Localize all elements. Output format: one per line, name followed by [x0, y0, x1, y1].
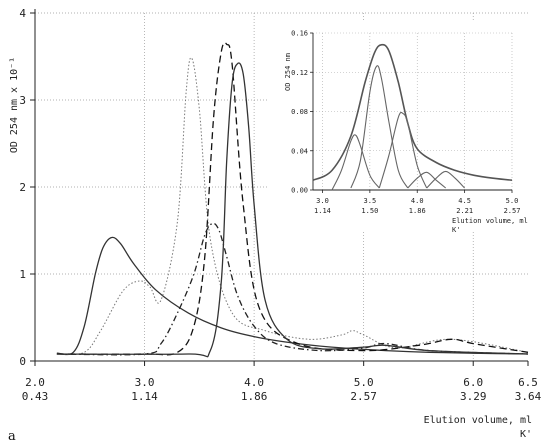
inset-x-tick-label: 4.5	[458, 197, 471, 205]
main-x-tick-label: 5.0	[354, 376, 374, 389]
inset-y-tick-label: 0.16	[291, 30, 308, 38]
inset-chart: 0.00 0.04 0.08 0.12 0.16 3.0 1.14 3.5 1.50 4.0 1.8…	[268, 20, 530, 234]
main-x-tick-label-k: 1.14	[131, 390, 158, 403]
inset-x-tick-label-k: 2.57	[504, 207, 521, 215]
main-x-tick-label: 4.0	[244, 376, 264, 389]
inset-y-tick-label: 0.04	[291, 147, 308, 155]
main-y-tick-label: 4	[19, 7, 26, 20]
inset-y-tick-label: 0.12	[291, 69, 308, 77]
inset-background	[268, 20, 530, 232]
main-x-axis-label: Elution volume, ml	[424, 415, 532, 426]
main-x-tick-label-k: 3.64	[515, 390, 542, 403]
main-y-tick-label: 2	[19, 181, 26, 194]
inset-y-tick-label: 0.08	[291, 108, 308, 116]
main-x-tick-label: 2.0	[25, 376, 45, 389]
main-series-line-4	[56, 222, 529, 356]
main-x-tick-label: 6.5	[518, 376, 538, 389]
inset-x-tick-label: 3.0	[316, 197, 329, 205]
main-x-tick-label: 6.0	[463, 376, 483, 389]
inset-series-line-6	[426, 170, 465, 189]
inset-x-tick-label: 5.0	[506, 197, 519, 205]
main-x-tick-label-k: 0.43	[22, 390, 49, 403]
main-series-line-1	[56, 236, 529, 356]
inset-x-tick-label-k: 1.14	[314, 207, 331, 215]
main-axes: 012342.00.433.01.144.01.865.02.576.03.29…	[19, 7, 541, 403]
main-x-tick-label-k: 3.29	[460, 390, 487, 403]
main-series-line-5	[56, 62, 529, 358]
inset-x-tick-label-k: 1.50	[361, 207, 378, 215]
main-y-tick-label: 0	[19, 355, 26, 368]
inset-x-axis-label-k: K'	[452, 226, 460, 234]
inset-x-tick-label-k: 2.21	[456, 207, 473, 215]
main-y-tick-label: 1	[19, 268, 26, 281]
inset-series-line-1	[312, 43, 513, 181]
inset-series-line-3	[350, 65, 409, 189]
main-x-tick-label: 3.0	[135, 376, 155, 389]
inset-y-tick-label: 0.00	[291, 187, 308, 195]
main-x-tick-label-k: 2.57	[350, 390, 377, 403]
inset-series-line-4	[378, 111, 428, 189]
panel-label: a	[8, 429, 16, 444]
main-y-tick-label: 3	[19, 94, 26, 107]
main-series-group	[56, 41, 529, 358]
inset-x-tick-label: 3.5	[364, 197, 377, 205]
inset-x-axis-label: Elution volume, ml	[452, 217, 528, 225]
main-y-axis-label: OD 254 nm x 10⁻¹	[9, 57, 20, 153]
main-x-axis-label-k: K'	[520, 429, 532, 440]
inset-series-line-5	[407, 171, 447, 189]
inset-series-line-2	[331, 134, 380, 191]
main-series-line-2	[56, 57, 529, 356]
main-series-line-3	[56, 41, 529, 356]
inset-y-axis-label: OD 254 nm	[284, 53, 292, 91]
main-x-tick-label-k: 1.86	[241, 390, 268, 403]
inset-x-tick-label-k: 1.86	[409, 207, 426, 215]
inset-x-tick-label: 4.0	[411, 197, 424, 205]
